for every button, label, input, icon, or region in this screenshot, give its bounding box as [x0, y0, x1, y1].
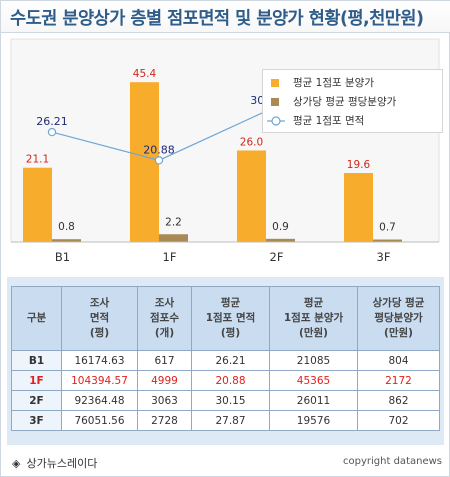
data-table: 구분 조사 면적 (평) 조사 점포수 (개) 평균 1점포 면적 (평) 평균 1점포 분양… [11, 286, 440, 431]
row-label: 3F [11, 410, 62, 431]
source-name: 상가뉴스레이다 [26, 457, 98, 470]
table-cell: 3063 [137, 390, 192, 411]
line-point-avg-area [154, 156, 164, 165]
table-header-row: 구분 조사 면적 (평) 조사 점포수 (개) 평균 1점포 면적 (평) 평균 1점포 분양… [11, 286, 440, 351]
table-cell: 45365 [269, 370, 358, 391]
legend-item-per-pyeong-price: 상가당 평균 평당분양가 [271, 95, 441, 109]
x-tick-label: 1F [163, 250, 177, 264]
line-label-avg-area: 20.88 [143, 143, 175, 156]
footer: ◈ 상가뉴스레이다 copyright datanews [1, 449, 450, 477]
table-cell: 104394.57 [61, 370, 138, 391]
table-row: B1 16174.63 617 26.21 21085 804 [11, 350, 440, 371]
bar-label-avg-price: 21.1 [26, 154, 49, 166]
chart-title: 수도권 분양상가 층별 점포면적 및 분양가 현황(평,천만원) [10, 9, 424, 29]
row-label: 1F [11, 370, 62, 391]
table-cell: 30.15 [191, 390, 270, 411]
header-category: 구분 [11, 286, 62, 351]
legend-item-avg-area: 평균 1점포 면적 [267, 114, 441, 128]
table-cell: 26.21 [191, 350, 270, 371]
bar-per-pyeong-price [159, 234, 188, 242]
source-credit: ◈ 상가뉴스레이다 [12, 455, 97, 471]
legend-swatch-brown [271, 98, 279, 106]
header-avg-store-price: 평균 1점포 분양가 (만원) [269, 286, 358, 351]
bar-label-avg-price: 19.6 [347, 159, 371, 171]
table-row: 3F 76051.56 2728 27.87 19576 702 [11, 410, 440, 431]
data-table-panel: 구분 조사 면적 (평) 조사 점포수 (개) 평균 1점포 면적 (평) 평균 1점포 분양… [7, 277, 444, 445]
table-cell: 862 [357, 390, 440, 411]
x-tick-label: 3F [377, 250, 391, 264]
table-cell: 76051.56 [61, 410, 138, 431]
table-cell: 804 [357, 350, 440, 371]
table-cell: 16174.63 [61, 350, 138, 371]
legend-label: 평균 1점포 분양가 [293, 77, 374, 89]
table-cell: 26011 [269, 390, 358, 411]
header-per-pyeong-price: 상가당 평균 평당분양가 (만원) [357, 286, 440, 351]
legend-line-marker-icon [267, 116, 285, 126]
table-cell: 19576 [269, 410, 358, 431]
bar-label-per-pyeong-price: 2.2 [165, 216, 182, 228]
bar-label-per-pyeong-price: 0.8 [58, 221, 75, 233]
line-point-avg-area [47, 127, 57, 137]
legend-label: 평균 1점포 면적 [293, 115, 365, 127]
table-cell: 21085 [269, 350, 358, 371]
x-tick-label: 2F [270, 250, 284, 264]
line-label-avg-area: 26.21 [36, 115, 68, 128]
bar-label-avg-price: 26.0 [240, 136, 263, 148]
bar-per-pyeong-price [373, 239, 402, 242]
row-label: B1 [11, 350, 62, 371]
table-row: 2F 92364.48 3063 30.15 26011 862 [11, 390, 440, 411]
table-cell: 92364.48 [61, 390, 138, 411]
header-avg-store-area: 평균 1점포 면적 (평) [191, 286, 270, 351]
legend: 평균 1점포 분양가 상가당 평균 평당분양가 평균 1점포 면적 [262, 69, 443, 133]
table-cell: 27.87 [191, 410, 270, 431]
x-tick-label: B1 [55, 250, 70, 264]
table-cell: 2728 [137, 410, 192, 431]
row-label: 2F [11, 390, 62, 411]
legend-item-avg-price: 평균 1점포 분양가 [271, 76, 441, 90]
bar-avg-price [237, 150, 266, 242]
bar-label-avg-price: 45.4 [133, 68, 157, 80]
bar-avg-price [23, 167, 52, 242]
copyright-text: copyright datanews [343, 456, 442, 467]
diamond-bullet-icon: ◈ [12, 457, 21, 470]
table-row-highlighted: 1F 104394.57 4999 20.88 45365 2172 [11, 370, 440, 391]
table-cell: 702 [357, 410, 440, 431]
bar-label-per-pyeong-price: 0.9 [272, 221, 289, 233]
bar-per-pyeong-price [52, 239, 81, 242]
table-cell: 20.88 [191, 370, 270, 391]
bar-avg-price [130, 82, 159, 242]
header-survey-area: 조사 면적 (평) [61, 286, 138, 351]
chart-area: 21.1 0.8 B1 45.4 2.2 1F 26.0 0.9 2F 19.6 0.7 3F 26.2… [1, 33, 450, 273]
legend-label: 상가당 평균 평당분양가 [293, 96, 397, 108]
title-bar: 수도권 분양상가 층별 점포면적 및 분양가 현황(평,천만원) [1, 1, 450, 33]
legend-swatch-orange [271, 79, 279, 87]
bar-per-pyeong-price [266, 238, 295, 242]
bar-label-per-pyeong-price: 0.7 [379, 222, 396, 234]
table-cell: 2172 [357, 370, 440, 391]
bar-avg-price [344, 173, 373, 242]
table-cell: 617 [137, 350, 192, 371]
header-store-count: 조사 점포수 (개) [137, 286, 192, 351]
table-cell: 4999 [137, 370, 192, 391]
